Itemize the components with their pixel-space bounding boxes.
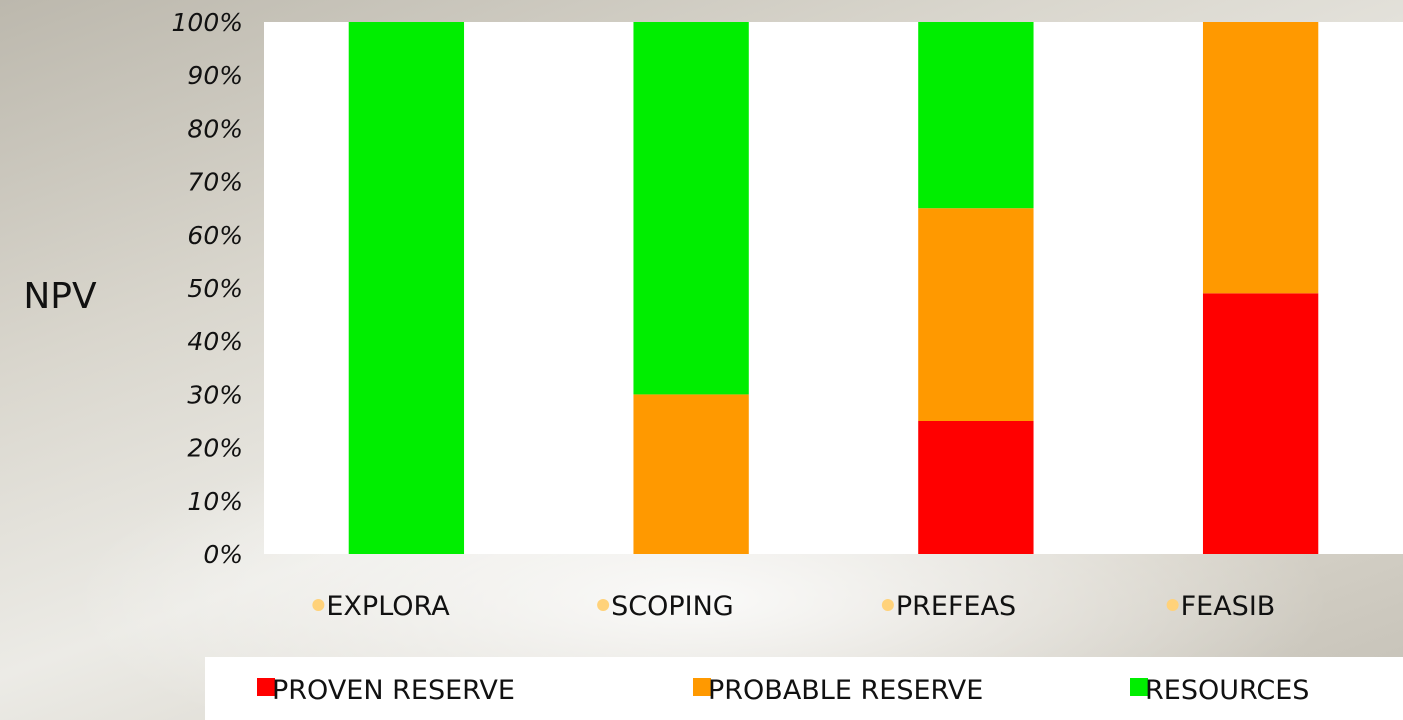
bar-segment-resources	[633, 22, 749, 395]
legend-label: PROVEN RESERVE	[272, 675, 515, 706]
x-category-label: EXPLORA	[326, 591, 450, 622]
x-axis-categories: EXPLORA SCOPING PREFEAS FEASIB	[312, 591, 1275, 622]
x-category-label: PREFEAS	[896, 591, 1016, 622]
bar-segment-probable-reserve	[918, 208, 1034, 421]
bar-segment-proven-reserve	[1202, 293, 1319, 554]
y-tick-label: 100%	[172, 8, 243, 37]
category-bullet-icon	[597, 599, 610, 611]
bars	[348, 22, 1319, 554]
y-axis-label: NPV	[23, 276, 97, 317]
y-tick-label: 10%	[187, 487, 243, 516]
legend-label: PROBABLE RESERVE	[708, 675, 983, 706]
y-tick-label: 0%	[203, 540, 243, 569]
bar-segment-probable-reserve	[633, 394, 749, 554]
category-bullet-icon	[1166, 599, 1179, 611]
y-tick-label: 40%	[187, 327, 243, 356]
y-tick-label: 90%	[187, 61, 243, 90]
legend: PROVEN RESERVE PROBABLE RESERVE RESOURCES	[257, 675, 1309, 706]
legend-swatch	[1130, 678, 1148, 696]
legend-swatch	[257, 678, 275, 696]
y-tick-label: 30%	[187, 380, 243, 409]
bar-segment-proven-reserve	[918, 421, 1034, 554]
y-tick-label: 70%	[187, 168, 243, 197]
x-category-label: SCOPING	[611, 591, 734, 622]
bar-segment-probable-reserve	[1202, 22, 1319, 294]
y-axis-ticks: 0% 10% 20% 30% 40% 50% 60% 70% 80% 90% 100%	[172, 8, 243, 569]
legend-swatch	[693, 678, 711, 696]
y-tick-label: 60%	[187, 221, 243, 250]
y-tick-label: 80%	[187, 114, 243, 143]
legend-label: RESOURCES	[1145, 675, 1309, 706]
x-category-label: FEASIB	[1181, 591, 1276, 622]
bar-segment-resources	[918, 22, 1034, 209]
legend-box	[205, 657, 1403, 720]
category-bullet-icon	[312, 599, 325, 611]
category-bullet-icon	[881, 599, 894, 611]
y-tick-label: 20%	[187, 434, 243, 463]
bar-segment-resources	[348, 22, 465, 554]
y-tick-label: 50%	[187, 274, 243, 303]
